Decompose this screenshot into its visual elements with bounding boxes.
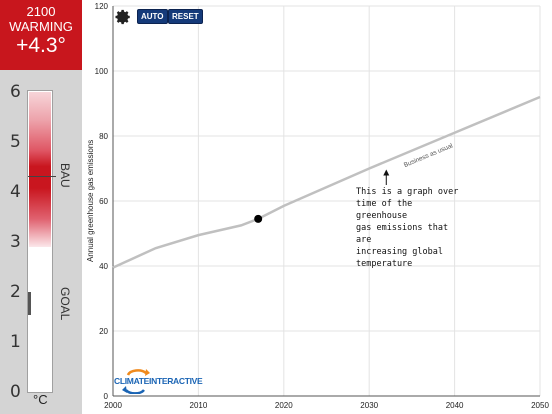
y-tick-label: 40	[99, 262, 108, 271]
goal-marker	[28, 292, 31, 315]
x-tick-label: 2030	[360, 401, 378, 410]
warming-year: 2100	[26, 4, 56, 19]
climate-interactive-logo[interactable]: CLIMATEINTERACTIVE	[114, 368, 203, 394]
x-tick-label: 2000	[104, 401, 122, 410]
x-tick-label: 2040	[446, 401, 464, 410]
warming-label: WARMING	[9, 19, 73, 34]
x-tick-label: 2050	[531, 401, 549, 410]
x-tick-label: 2020	[275, 401, 293, 410]
annotation-line: increasing global	[356, 247, 443, 257]
y-tick-labels: 0 20 40 60 80 100 120	[95, 2, 109, 401]
y-tick-label: 80	[99, 132, 108, 141]
therm-tick-4: 4	[10, 182, 21, 202]
current-year-marker	[254, 214, 263, 223]
warming-value: +4.3°	[16, 34, 66, 57]
annotation-arrow-head	[383, 169, 390, 176]
logo-arrows-icon	[122, 369, 150, 394]
y-tick-label: 120	[95, 2, 109, 11]
therm-tick-3: 3	[10, 232, 21, 252]
therm-tick-6: 6	[10, 82, 21, 102]
therm-tick-1: 1	[10, 332, 21, 352]
chart-grid	[112, 5, 541, 397]
thermometer-fill	[29, 92, 51, 247]
annotation-line: temperature	[356, 259, 413, 269]
bau-marker	[28, 176, 56, 177]
series-layer: Business as usual	[112, 95, 541, 269]
logo-text-interactive: INTERACTIVE	[149, 376, 203, 386]
series-line-business-as-usual	[112, 95, 541, 269]
annotation-note: This is a graph over time of the greenho…	[356, 186, 466, 270]
gear-icon[interactable]	[114, 8, 132, 26]
y-tick-label: 60	[99, 197, 108, 206]
annotation-line: This is a graph over	[356, 187, 459, 197]
y-tick-label: 0	[104, 392, 109, 401]
warming-readout: 2100 WARMING +4.3°	[0, 0, 82, 70]
logo-text: CLIMATEINTERACTIVE	[114, 376, 203, 386]
y-tick-label: 20	[99, 327, 108, 336]
reset-button[interactable]: RESET	[168, 9, 203, 24]
y-tick-label: 100	[95, 67, 109, 76]
therm-tick-0: 0	[10, 382, 21, 402]
x-tick-labels: 2000 2010 2020 2030 2040 2050	[104, 401, 549, 410]
auto-button[interactable]: AUTO	[137, 9, 168, 24]
thermometer-panel: 2100 WARMING +4.3° 6 5 4 3 2 1 0 BAU GOA…	[0, 0, 82, 414]
annotation-line: time of the greenhouse	[356, 199, 413, 221]
thermometer-bar	[27, 90, 56, 393]
x-tick-label: 2010	[190, 401, 208, 410]
series-label: Business as usual	[403, 142, 455, 169]
therm-tick-2: 2	[10, 282, 21, 302]
annotation-line: gas emissions that are	[356, 223, 449, 245]
y-axis-label: Annual greenhouse gas emissions	[86, 140, 95, 262]
unit-label: °C	[33, 392, 48, 407]
logo-text-climate: CLIMATE	[114, 376, 150, 386]
therm-tick-5: 5	[10, 132, 21, 152]
